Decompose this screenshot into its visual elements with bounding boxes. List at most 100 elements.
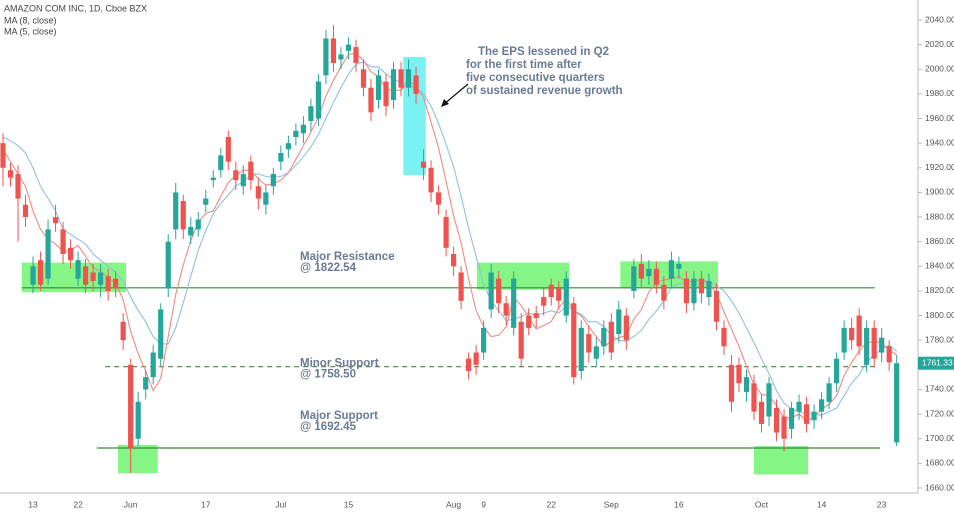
candle-body (83, 266, 89, 285)
candle-body (751, 383, 757, 412)
candle-body (668, 260, 674, 279)
candle-body (195, 219, 201, 230)
candle-body (691, 278, 697, 304)
y-tick-label: 1860.00 (925, 236, 954, 246)
candle-body (743, 377, 750, 392)
candle-body (383, 81, 389, 107)
candle-body (255, 186, 261, 199)
candle-body (676, 263, 682, 269)
annotation-line: of sustained revenue growth (466, 85, 623, 97)
x-tick-label: 9 (481, 499, 486, 509)
candle-body (398, 69, 404, 88)
candle-body (548, 284, 554, 298)
candle-body (98, 272, 104, 285)
candle-body (308, 106, 314, 121)
candle-body (834, 358, 840, 384)
candle-body (390, 69, 397, 101)
candle-body (721, 327, 727, 347)
candle-body (150, 352, 156, 378)
candle-body (481, 327, 487, 353)
legend-entry: MA (8, close) (4, 15, 57, 25)
candle-body (488, 272, 494, 310)
candle-body (135, 401, 141, 439)
x-tick-label: Sep (604, 499, 619, 509)
candle-body (473, 352, 479, 365)
candle-body (248, 161, 254, 181)
candle-body (180, 201, 186, 230)
candle-body (593, 346, 599, 359)
candle-body (105, 276, 111, 291)
level-name: Major Support (300, 410, 378, 422)
candle-body (511, 278, 517, 328)
candle-body (811, 411, 817, 421)
ma-line (2, 61, 898, 416)
candle-body (428, 167, 434, 193)
candle-body (608, 321, 614, 353)
candle-body (338, 54, 344, 60)
candle-body (360, 69, 367, 88)
candle-body (375, 75, 382, 101)
candle-body (631, 266, 637, 291)
level-label: @ 1822.54 (300, 262, 357, 274)
y-tick-label: 1800.00 (925, 310, 954, 320)
y-tick-label: 2040.00 (925, 14, 954, 24)
candle-body (578, 327, 584, 371)
candle-body (60, 229, 66, 254)
y-tick-label: 1740.00 (925, 384, 954, 394)
candle-body (864, 327, 870, 365)
candle-body (541, 297, 547, 306)
candle-body (345, 44, 352, 51)
candle-body (158, 309, 164, 359)
level-label: @ 1758.50 (300, 369, 356, 381)
y-tick-label: 1720.00 (925, 408, 954, 418)
candle-body (586, 334, 592, 353)
candle-body (803, 404, 810, 424)
candle-body (188, 226, 194, 236)
candle-body (571, 303, 577, 378)
candle-body (293, 130, 299, 137)
last-price-box (918, 356, 954, 370)
level-name: Minor Support (300, 358, 379, 370)
candle-body (841, 327, 847, 353)
x-tick-label: Aug (446, 499, 461, 509)
candle-body (466, 358, 472, 371)
y-tick-label: 1880.00 (925, 211, 954, 221)
candle-body (563, 278, 569, 316)
candle-body (526, 315, 532, 328)
candle-body (315, 81, 322, 119)
candle-body (143, 377, 149, 390)
arrow-head (441, 99, 449, 107)
candle-body (661, 284, 667, 301)
y-tick-label: 1920.00 (925, 162, 954, 172)
highlight-zone (117, 444, 158, 474)
y-tick-label: 1980.00 (925, 88, 954, 98)
x-tick-label: 17 (201, 499, 211, 509)
candle-body (826, 383, 832, 402)
candle-body (886, 346, 892, 363)
candle-body (15, 173, 21, 199)
x-tick-label: 22 (73, 499, 83, 509)
candle-body (443, 217, 449, 248)
candle-body (736, 364, 742, 384)
candle-body (7, 170, 14, 178)
x-tick-label: 15 (344, 499, 354, 509)
candle-body (788, 407, 795, 429)
candle-body (120, 321, 126, 341)
candle-body (849, 327, 855, 341)
x-tick-label: Jun (124, 499, 138, 509)
y-tick-label: 1940.00 (925, 137, 954, 147)
y-tick-label: 1700.00 (925, 433, 954, 443)
y-tick-label: 1840.00 (925, 261, 954, 271)
highlight-zone (754, 446, 809, 475)
annotation-line: The EPS lessened in Q2 (478, 46, 609, 58)
x-tick-label: 22 (546, 499, 556, 509)
x-tick-label: Jul (275, 499, 286, 509)
annotation-line: for the first time after (466, 59, 582, 71)
annotation-line: five consecutive quarters (466, 72, 605, 84)
candle-body (601, 327, 607, 347)
chart-title: AMAZON COM INC, 1D, Cboe BZX (4, 3, 147, 13)
candle-body (113, 278, 119, 289)
annotation: The EPS lessened in Q2 for the first tim… (441, 46, 623, 107)
candle-body (458, 272, 464, 301)
